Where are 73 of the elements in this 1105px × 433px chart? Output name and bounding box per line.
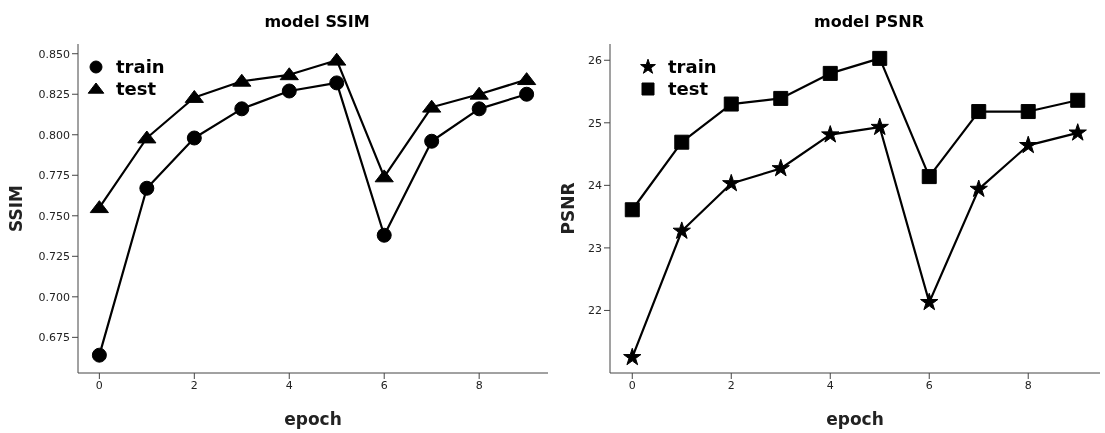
point	[186, 130, 202, 146]
point	[872, 50, 888, 66]
point	[969, 179, 988, 197]
x-tick-label: 8	[475, 378, 483, 392]
point	[517, 72, 537, 86]
point	[821, 125, 840, 143]
point	[424, 133, 440, 149]
x-tick-label: 0	[95, 378, 103, 392]
point	[376, 227, 392, 243]
x-tick-label: 2	[190, 378, 198, 392]
point	[471, 101, 487, 117]
point	[279, 67, 299, 81]
y-axis-title: PSNR	[558, 182, 579, 235]
y-tick-label: 0.750	[38, 209, 70, 223]
point	[674, 134, 690, 150]
point	[422, 99, 442, 113]
x-tick-label: 8	[1024, 378, 1032, 392]
point	[822, 65, 838, 81]
y-tick-label: 23	[588, 241, 602, 255]
point	[1068, 123, 1087, 141]
y-tick-label: 26	[588, 54, 602, 68]
point	[327, 52, 347, 66]
point	[1070, 92, 1086, 108]
x-tick-label: 6	[380, 378, 388, 392]
x-axis-title: epoch	[284, 409, 342, 429]
point	[329, 75, 345, 91]
chart-title: model PSNR	[813, 12, 925, 31]
legend-label: test	[668, 78, 709, 100]
y-tick-label: 25	[588, 116, 602, 130]
point	[623, 347, 642, 366]
point	[137, 130, 157, 144]
y-tick-label: 0.825	[38, 88, 70, 102]
x-axis-title: epoch	[826, 409, 884, 429]
legend-label: train	[116, 56, 165, 78]
point	[184, 89, 204, 103]
y-tick-label: 24	[588, 179, 602, 193]
point	[723, 96, 739, 112]
point	[91, 347, 107, 363]
point	[624, 202, 640, 218]
chart-title: model SSIM	[263, 12, 371, 31]
point	[971, 104, 987, 120]
point	[1020, 104, 1036, 120]
point	[519, 86, 535, 102]
y-axis-title: SSIM	[6, 185, 27, 232]
x-tick-label: 4	[285, 378, 293, 392]
point	[672, 221, 691, 239]
point	[921, 169, 937, 185]
y-tick-label: 0.775	[38, 169, 70, 183]
point	[281, 83, 297, 99]
x-tick-label: 4	[826, 378, 834, 392]
x-tick-label: 6	[925, 378, 933, 392]
legend-label: test	[116, 78, 157, 100]
legend-label: train	[668, 56, 717, 78]
point	[870, 117, 889, 136]
y-tick-label: 0.700	[38, 290, 70, 304]
y-tick-label: 0.675	[38, 331, 70, 345]
point	[234, 101, 250, 117]
point	[1019, 135, 1038, 154]
y-tick-label: 22	[588, 304, 602, 318]
point	[771, 158, 790, 177]
point	[920, 292, 939, 311]
point	[469, 86, 489, 100]
y-tick-label: 0.725	[38, 250, 70, 264]
point	[374, 169, 394, 183]
x-tick-label: 0	[628, 378, 636, 392]
point	[139, 180, 155, 196]
point	[89, 200, 109, 214]
y-tick-label: 0.850	[38, 47, 70, 61]
point	[232, 73, 252, 87]
x-tick-label: 2	[727, 378, 735, 392]
point	[773, 90, 789, 106]
point	[722, 173, 741, 192]
y-tick-label: 0.800	[38, 128, 70, 142]
